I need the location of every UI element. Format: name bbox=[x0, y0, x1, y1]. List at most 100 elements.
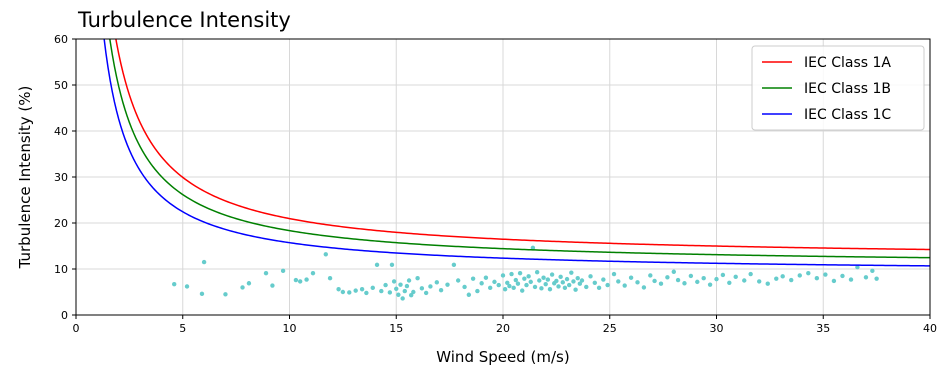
scatter-point bbox=[665, 275, 670, 280]
scatter-point bbox=[840, 273, 845, 279]
scatter-point bbox=[748, 271, 753, 277]
scatter-point bbox=[293, 277, 299, 283]
scatter-point bbox=[451, 262, 457, 268]
scatter-point bbox=[415, 276, 420, 281]
scatter-point bbox=[353, 288, 358, 293]
scatter-point bbox=[507, 283, 512, 289]
scatter-point bbox=[396, 292, 401, 297]
scatter-point bbox=[201, 259, 207, 265]
x-tick-label: 20 bbox=[496, 322, 510, 335]
scatter-point bbox=[475, 288, 480, 294]
y-tick-label: 40 bbox=[54, 125, 68, 138]
x-tick-label: 15 bbox=[389, 322, 403, 335]
scatter-point bbox=[562, 285, 568, 291]
x-tick-label: 10 bbox=[283, 322, 297, 335]
scatter-point bbox=[530, 245, 536, 251]
scatter-point bbox=[370, 285, 375, 291]
scatter-point bbox=[757, 279, 762, 284]
scatter-point bbox=[823, 272, 828, 277]
legend-label: IEC Class 1A bbox=[804, 55, 891, 71]
scatter-point bbox=[720, 272, 726, 278]
scatter-point bbox=[635, 280, 640, 285]
scatter-point bbox=[714, 276, 719, 282]
scatter-point bbox=[391, 279, 397, 284]
scatter-point bbox=[434, 280, 440, 285]
series-line-iec-class-1c bbox=[103, 39, 930, 267]
scatter-point bbox=[855, 264, 860, 270]
scatter-point bbox=[774, 276, 779, 281]
scatter-point bbox=[571, 279, 576, 284]
y-tick-label: 30 bbox=[54, 171, 68, 184]
scatter-point bbox=[543, 281, 548, 287]
scatter-point bbox=[280, 268, 286, 274]
scatter-point bbox=[199, 291, 205, 297]
scatter-point bbox=[682, 281, 687, 286]
scatter-point bbox=[509, 271, 514, 277]
x-tick-label: 25 bbox=[603, 322, 617, 335]
scatter-point bbox=[573, 287, 578, 292]
axis-ticks: 0 5 10 15 20 25 30 35 40 0 10 20 30 40 50 60 bbox=[54, 33, 937, 335]
scatter-point bbox=[483, 275, 489, 280]
scatter-point bbox=[323, 252, 328, 257]
scatter-point bbox=[742, 278, 747, 283]
scatter-point bbox=[628, 275, 634, 280]
scatter-point bbox=[428, 284, 433, 289]
scatter-point bbox=[831, 278, 837, 284]
x-tick-label: 40 bbox=[923, 322, 937, 335]
scatter-point bbox=[596, 285, 602, 291]
scatter-point bbox=[419, 286, 425, 291]
scatter-point bbox=[394, 286, 399, 291]
scatter-point bbox=[780, 274, 785, 279]
scatter-point bbox=[532, 284, 538, 290]
scatter-point bbox=[408, 293, 414, 298]
scatter-point bbox=[579, 278, 585, 283]
scatter-point bbox=[297, 279, 303, 284]
scatter-point bbox=[616, 279, 621, 284]
scatter-point bbox=[404, 283, 410, 289]
scatter-point bbox=[688, 273, 694, 279]
x-tick-label: 5 bbox=[179, 322, 186, 335]
scatter-point bbox=[727, 280, 732, 285]
scatter-point bbox=[502, 287, 508, 292]
scatter-point bbox=[336, 287, 341, 292]
scatter-point bbox=[364, 290, 369, 296]
scatter-point bbox=[327, 276, 333, 281]
scatter-point bbox=[310, 270, 316, 276]
scatter-point bbox=[547, 287, 553, 292]
scatter-point bbox=[172, 281, 177, 287]
scatter-point bbox=[848, 277, 854, 282]
scatter-point bbox=[556, 284, 561, 289]
scatter-point bbox=[520, 288, 525, 293]
x-tick-label: 30 bbox=[710, 322, 724, 335]
scatter-point bbox=[870, 268, 875, 274]
scatter-point bbox=[641, 285, 647, 290]
chart-title: Turbulence Intensity bbox=[77, 8, 291, 32]
scatter-point bbox=[797, 273, 802, 278]
scatter-point bbox=[522, 276, 527, 281]
scatter-point bbox=[652, 278, 657, 284]
scatter-point bbox=[389, 262, 395, 268]
scatter-point bbox=[575, 276, 580, 281]
scatter-point bbox=[517, 270, 523, 276]
x-tick-label: 35 bbox=[816, 322, 830, 335]
scatter-point bbox=[707, 282, 713, 287]
scatter-point bbox=[505, 280, 510, 285]
scatter-point bbox=[304, 277, 309, 282]
scatter-point bbox=[492, 279, 497, 285]
scatter-point bbox=[402, 288, 407, 294]
legend-box bbox=[751, 45, 925, 131]
scatter-point bbox=[513, 277, 519, 283]
scatter-point bbox=[526, 274, 531, 279]
scatter-point bbox=[695, 279, 700, 285]
scatter-point bbox=[347, 290, 352, 295]
scatter-point bbox=[601, 277, 606, 282]
series-line-iec-class-1a bbox=[115, 39, 930, 251]
legend-label: IEC Class 1B bbox=[804, 81, 891, 97]
scatter-point bbox=[765, 281, 770, 286]
scatter-point bbox=[564, 276, 570, 282]
y-tick-label: 60 bbox=[54, 33, 68, 46]
scatter-point bbox=[479, 281, 484, 286]
scatter-point bbox=[406, 278, 412, 283]
scatter-point bbox=[611, 271, 617, 277]
